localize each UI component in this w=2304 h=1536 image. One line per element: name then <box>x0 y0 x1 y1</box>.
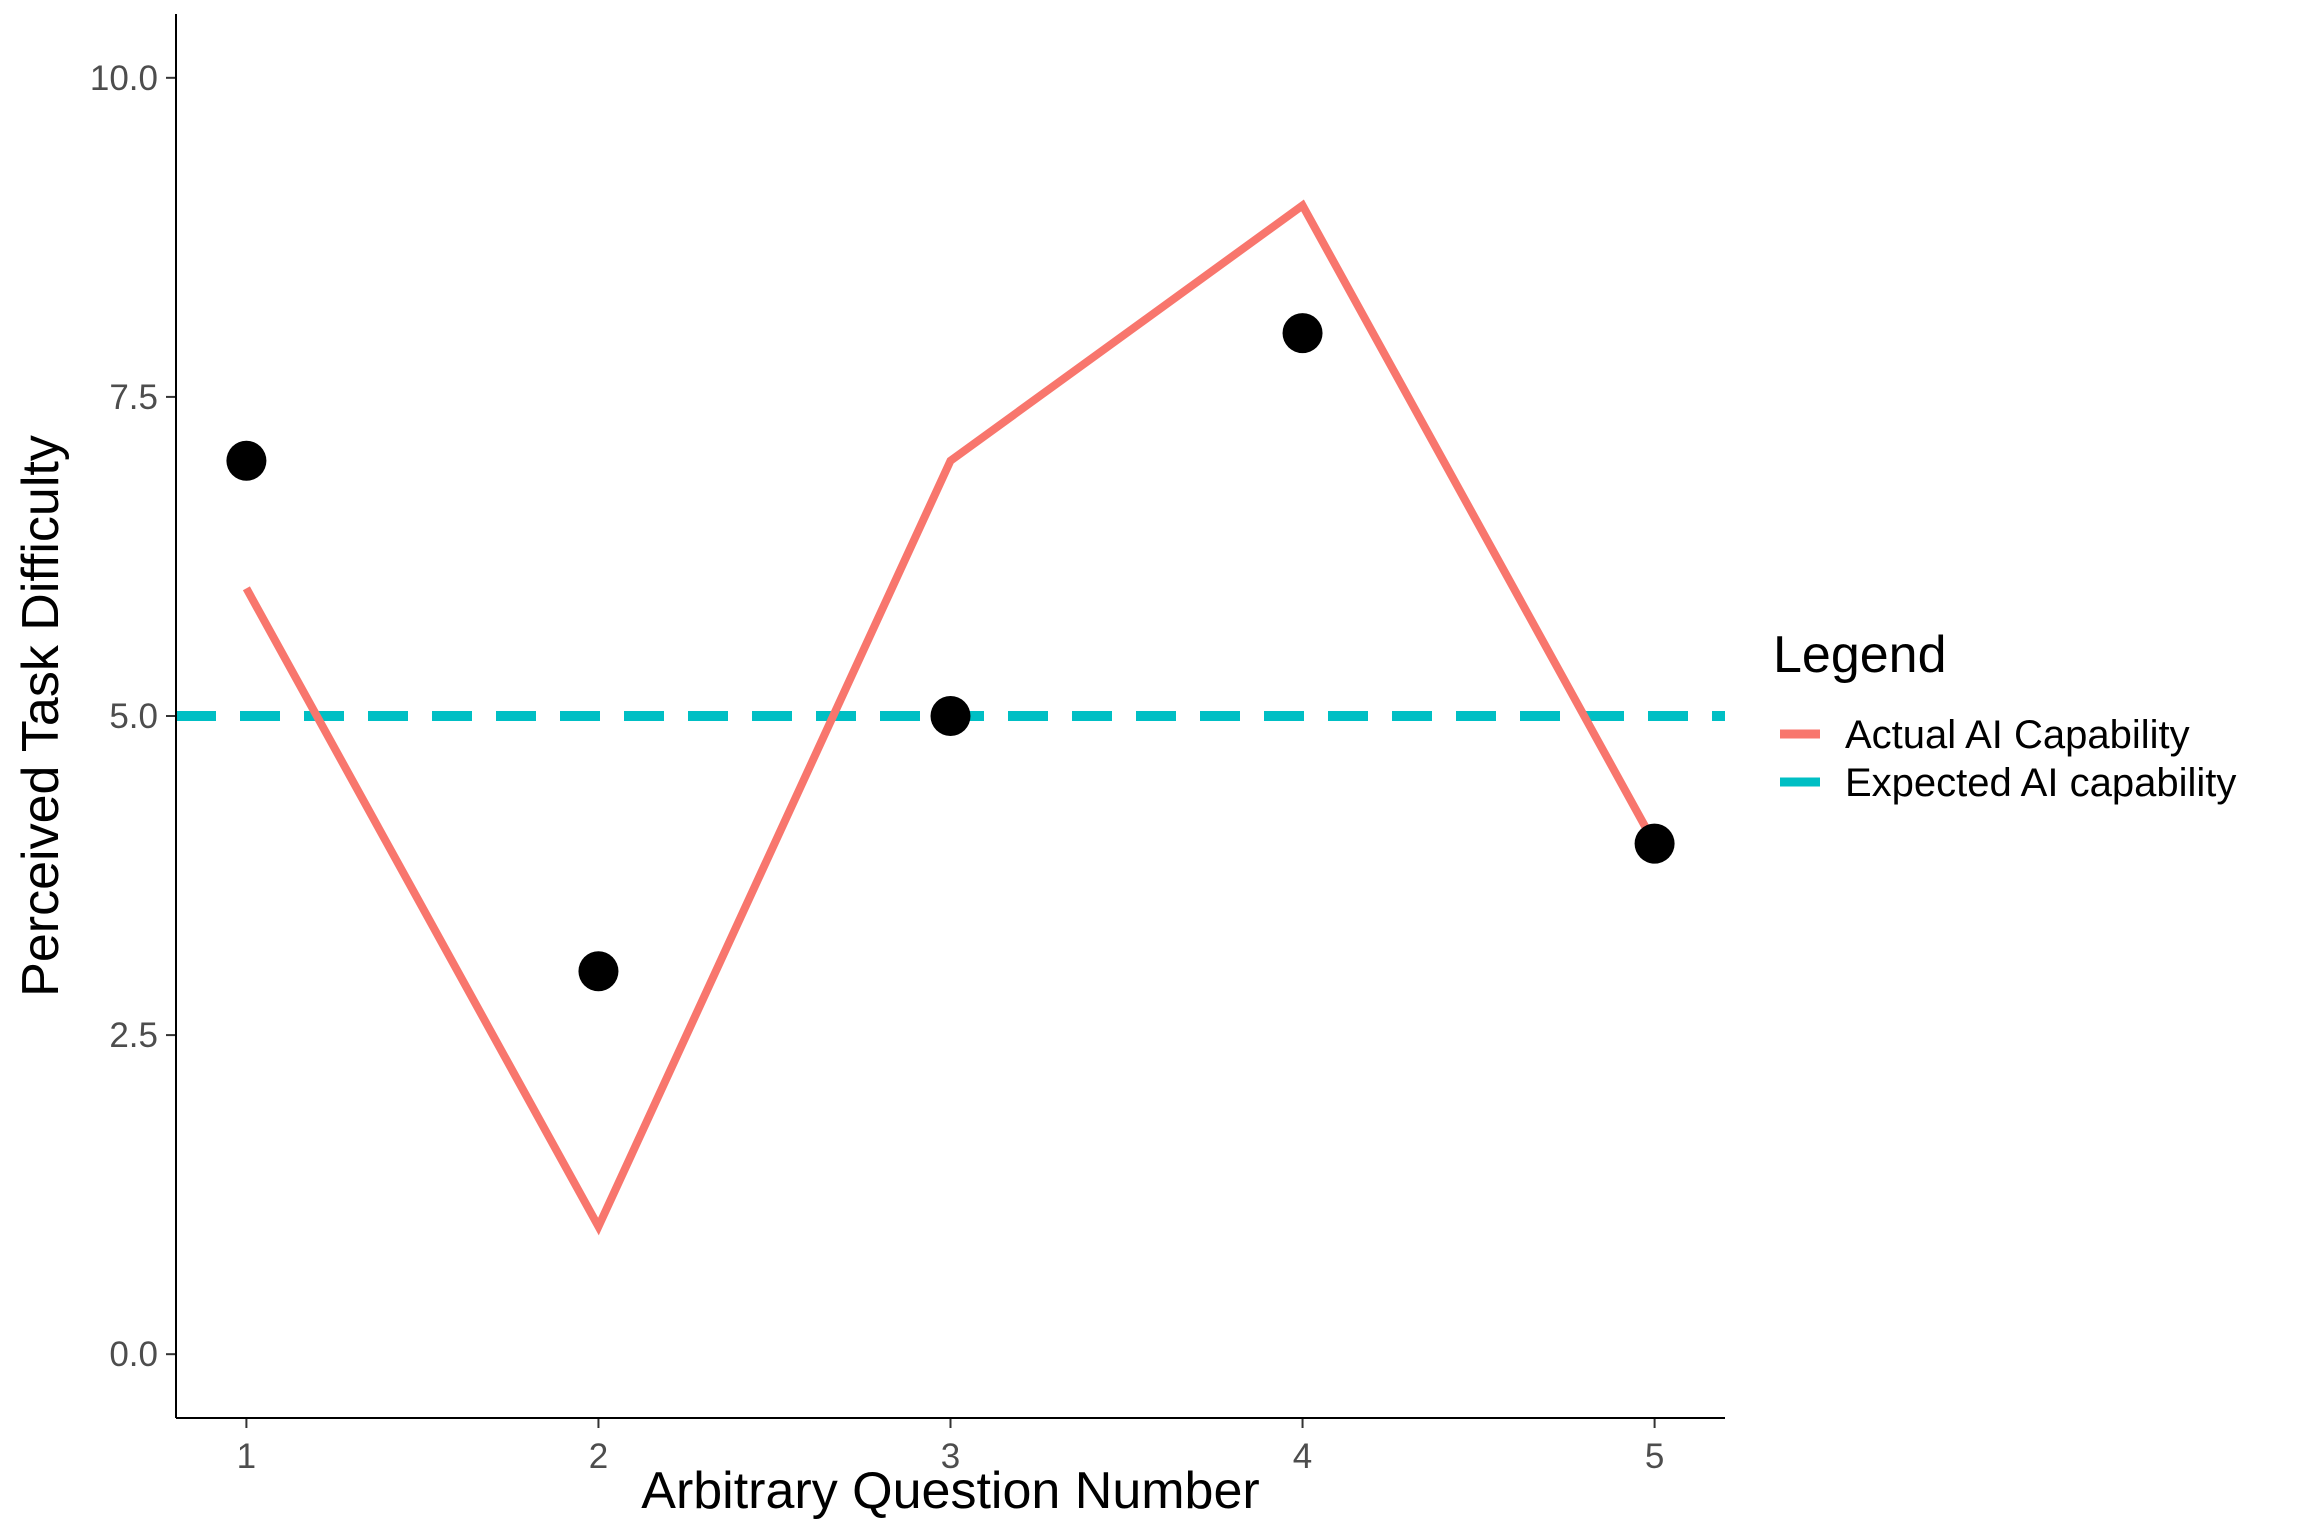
y-tick-label: 7.5 <box>109 378 158 417</box>
x-tick: 1 <box>237 1418 256 1476</box>
y-axis-title: Perceived Task Difficulty <box>12 435 70 997</box>
legend-label-actual: Actual AI Capability <box>1845 713 2190 757</box>
x-tick-label: 3 <box>941 1437 960 1476</box>
plot-area <box>176 199 1725 1236</box>
y-tick: 5.0 <box>109 697 176 736</box>
y-tick-label: 10.0 <box>90 59 158 98</box>
x-tick-label: 5 <box>1645 1437 1664 1476</box>
x-tick: 3 <box>941 1418 960 1476</box>
y-tick: 0.0 <box>109 1335 176 1374</box>
y-tick: 7.5 <box>109 378 176 417</box>
data-point <box>930 696 971 736</box>
y-tick: 2.5 <box>109 1016 176 1055</box>
y-tick-label: 5.0 <box>109 697 158 736</box>
y-tick-label: 2.5 <box>109 1016 158 1055</box>
data-points <box>226 313 1675 992</box>
x-tick-label: 1 <box>237 1437 256 1476</box>
y-tick: 10.0 <box>90 59 176 98</box>
actual-ai-capability-line <box>242 199 1659 1236</box>
x-tick: 4 <box>1293 1418 1312 1476</box>
x-tick: 5 <box>1645 1418 1664 1476</box>
data-point <box>578 951 619 992</box>
x-tick-label: 4 <box>1293 1437 1312 1476</box>
legend-title: Legend <box>1773 626 1947 684</box>
data-point <box>226 440 267 481</box>
x-tick-label: 2 <box>589 1437 608 1476</box>
x-axis-title: Arbitrary Question Number <box>641 1462 1259 1520</box>
data-point <box>1282 313 1323 354</box>
legend: Legend Actual AI Capability Expected AI … <box>1773 626 2236 805</box>
legend-label-expected: Expected AI capability <box>1845 761 2236 805</box>
x-axis-ticks: 1 2 3 4 5 <box>237 1418 1664 1476</box>
data-point <box>1634 823 1675 864</box>
x-tick: 2 <box>589 1418 608 1476</box>
y-tick-label: 0.0 <box>109 1335 158 1374</box>
y-axis-ticks: 0.0 2.5 5.0 7.5 10.0 <box>90 59 176 1374</box>
